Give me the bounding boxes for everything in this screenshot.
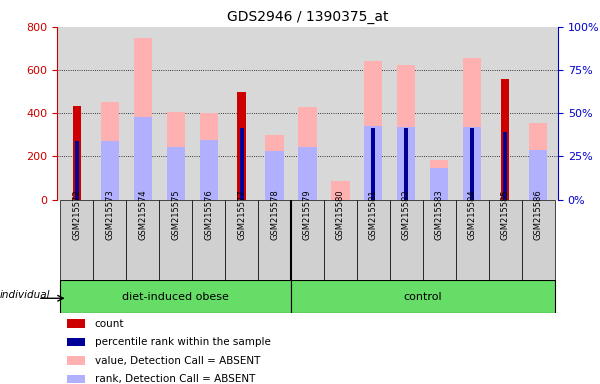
Bar bbox=[239, 128, 244, 200]
Text: GSM215586: GSM215586 bbox=[534, 189, 543, 240]
Text: GSM215573: GSM215573 bbox=[105, 189, 114, 240]
Bar bbox=[463, 58, 481, 200]
Bar bbox=[463, 127, 481, 200]
Text: count: count bbox=[95, 319, 124, 329]
Bar bbox=[134, 38, 152, 200]
Text: GSM215584: GSM215584 bbox=[468, 189, 477, 240]
Bar bbox=[291, 200, 324, 280]
Text: GSM215575: GSM215575 bbox=[171, 189, 180, 240]
Bar bbox=[298, 107, 317, 200]
Bar bbox=[397, 127, 415, 200]
Bar bbox=[60, 280, 291, 313]
Bar bbox=[529, 150, 547, 200]
Text: individual: individual bbox=[0, 290, 50, 300]
Bar bbox=[470, 128, 474, 200]
Bar bbox=[364, 126, 382, 200]
Text: GSM215585: GSM215585 bbox=[501, 189, 510, 240]
Bar bbox=[357, 200, 390, 280]
Bar bbox=[75, 141, 79, 200]
Bar bbox=[101, 141, 119, 200]
Bar bbox=[501, 79, 509, 200]
Bar bbox=[67, 319, 85, 328]
Bar bbox=[159, 200, 192, 280]
Bar bbox=[423, 200, 456, 280]
Bar bbox=[192, 200, 225, 280]
Bar bbox=[67, 338, 85, 346]
Text: GSM215576: GSM215576 bbox=[204, 189, 213, 240]
Text: GSM215583: GSM215583 bbox=[435, 189, 444, 240]
Text: diet-induced obese: diet-induced obese bbox=[122, 291, 229, 302]
Bar bbox=[126, 200, 159, 280]
Bar bbox=[134, 116, 152, 200]
Bar bbox=[167, 147, 185, 200]
Bar bbox=[430, 160, 448, 200]
Bar bbox=[404, 128, 409, 200]
Text: GSM215577: GSM215577 bbox=[237, 189, 246, 240]
Bar bbox=[265, 135, 284, 200]
Title: GDS2946 / 1390375_at: GDS2946 / 1390375_at bbox=[227, 10, 388, 25]
Bar bbox=[298, 147, 317, 200]
Bar bbox=[60, 200, 93, 280]
Bar bbox=[390, 200, 423, 280]
Bar bbox=[331, 181, 350, 200]
Bar bbox=[67, 375, 85, 383]
Bar bbox=[258, 200, 291, 280]
Bar bbox=[503, 132, 507, 200]
Text: GSM215572: GSM215572 bbox=[72, 189, 81, 240]
Text: value, Detection Call = ABSENT: value, Detection Call = ABSENT bbox=[95, 356, 260, 366]
Text: GSM215574: GSM215574 bbox=[138, 189, 147, 240]
Text: rank, Detection Call = ABSENT: rank, Detection Call = ABSENT bbox=[95, 374, 255, 384]
Bar bbox=[456, 200, 489, 280]
Bar bbox=[200, 140, 218, 200]
Text: GSM215582: GSM215582 bbox=[402, 189, 411, 240]
Text: GSM215578: GSM215578 bbox=[270, 189, 279, 240]
Text: GSM215579: GSM215579 bbox=[303, 189, 312, 240]
Bar bbox=[200, 113, 218, 200]
Bar bbox=[489, 200, 522, 280]
Bar bbox=[73, 106, 81, 200]
Bar bbox=[397, 65, 415, 200]
Bar bbox=[93, 200, 126, 280]
Text: control: control bbox=[404, 291, 442, 302]
Bar bbox=[324, 200, 357, 280]
Text: GSM215581: GSM215581 bbox=[369, 189, 378, 240]
Bar bbox=[238, 92, 245, 200]
Bar bbox=[225, 200, 258, 280]
Bar bbox=[364, 61, 382, 200]
Text: percentile rank within the sample: percentile rank within the sample bbox=[95, 337, 271, 347]
Bar bbox=[291, 280, 555, 313]
Bar bbox=[529, 123, 547, 200]
Bar bbox=[430, 168, 448, 200]
Bar bbox=[371, 128, 376, 200]
Bar bbox=[265, 151, 284, 200]
Text: GSM215580: GSM215580 bbox=[336, 189, 345, 240]
Bar bbox=[522, 200, 555, 280]
Bar bbox=[67, 356, 85, 365]
Bar bbox=[167, 112, 185, 200]
Bar bbox=[101, 103, 119, 200]
